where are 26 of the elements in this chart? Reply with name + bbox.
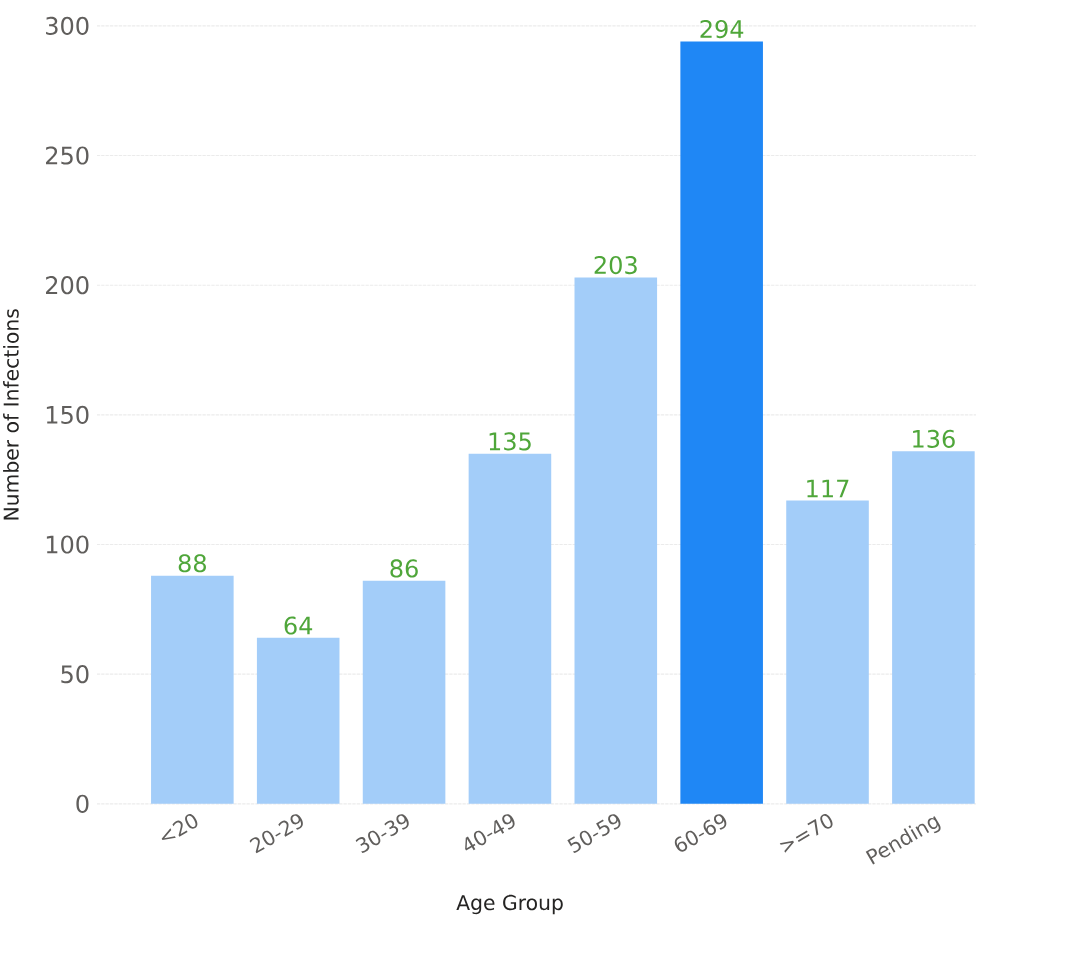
data-label: 203 [594, 256, 637, 275]
bar [468, 453, 552, 805]
x-axis-title: Age Group [456, 895, 563, 915]
data-label: 86 [390, 559, 418, 578]
data-label: 88 [178, 554, 206, 573]
data-label: 294 [700, 20, 744, 39]
data-label: 64 [284, 616, 313, 635]
data-label: 136 [913, 429, 955, 449]
y-tick-label: 0 [76, 794, 89, 814]
bar [574, 277, 658, 805]
bar [256, 638, 340, 805]
data-label: 117 [807, 479, 849, 498]
y-tick-label: 250 [46, 146, 89, 165]
y-tick-label: 150 [46, 405, 89, 425]
bar [786, 500, 869, 805]
y-tick-label: 100 [46, 535, 89, 554]
data-label: 135 [489, 432, 531, 451]
y-axis-title: Number of Infections [3, 309, 19, 520]
bar [892, 451, 975, 805]
bar [680, 41, 763, 805]
x-tick-label: <20 [161, 814, 198, 841]
bar [362, 581, 446, 805]
bar [151, 575, 234, 805]
y-tick-label: 200 [46, 276, 89, 295]
y-tick-label: 50 [61, 665, 89, 684]
y-tick-label: 300 [46, 16, 89, 36]
